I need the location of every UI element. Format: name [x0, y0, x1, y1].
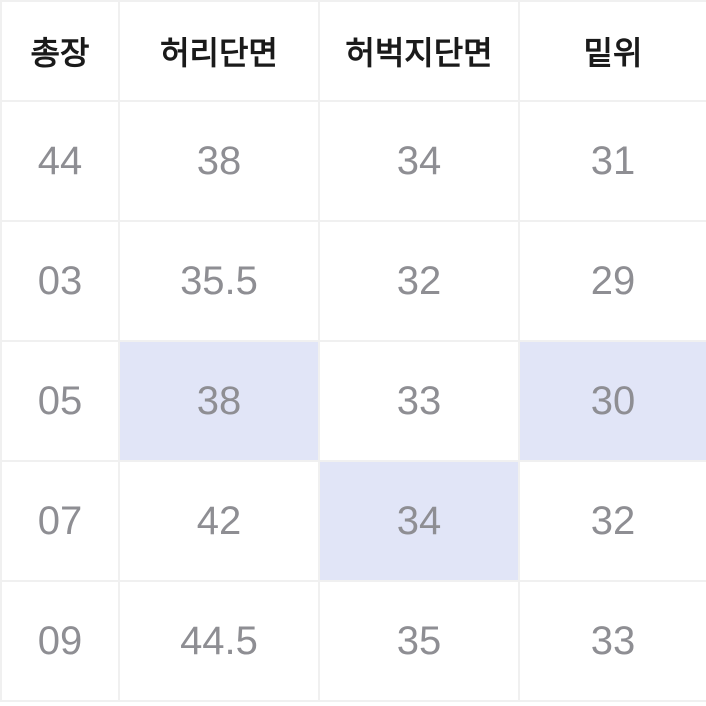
- header-total-length: 총장: [1, 1, 119, 101]
- cell-waist: 38: [119, 341, 319, 461]
- cell-waist: 35.5: [119, 221, 319, 341]
- cell-thigh: 34: [319, 461, 519, 581]
- cell-total-length: 07: [1, 461, 119, 581]
- cell-thigh: 34: [319, 101, 519, 221]
- cell-total-length: 09: [1, 581, 119, 701]
- table-header-row: 총장 허리단면 허벅지단면 밑위: [1, 1, 706, 101]
- cell-rise: 30: [519, 341, 706, 461]
- table-row: 09 44.5 35 33: [1, 581, 706, 701]
- table-row: 44 38 34 31: [1, 101, 706, 221]
- cell-waist: 44.5: [119, 581, 319, 701]
- cell-rise: 33: [519, 581, 706, 701]
- cell-thigh: 35: [319, 581, 519, 701]
- cell-thigh: 33: [319, 341, 519, 461]
- cell-rise: 29: [519, 221, 706, 341]
- table-row: 07 42 34 32: [1, 461, 706, 581]
- cell-waist: 38: [119, 101, 319, 221]
- cell-thigh: 32: [319, 221, 519, 341]
- cell-total-length: 03: [1, 221, 119, 341]
- table-row: 05 38 33 30: [1, 341, 706, 461]
- table-row: 03 35.5 32 29: [1, 221, 706, 341]
- cell-total-length: 05: [1, 341, 119, 461]
- cell-waist: 42: [119, 461, 319, 581]
- header-waist: 허리단면: [119, 1, 319, 101]
- header-thigh: 허벅지단면: [319, 1, 519, 101]
- cell-total-length: 44: [1, 101, 119, 221]
- header-rise: 밑위: [519, 1, 706, 101]
- cell-rise: 31: [519, 101, 706, 221]
- size-table: 총장 허리단면 허벅지단면 밑위 44 38 34 31 03 35.5 32 …: [0, 0, 706, 702]
- cell-rise: 32: [519, 461, 706, 581]
